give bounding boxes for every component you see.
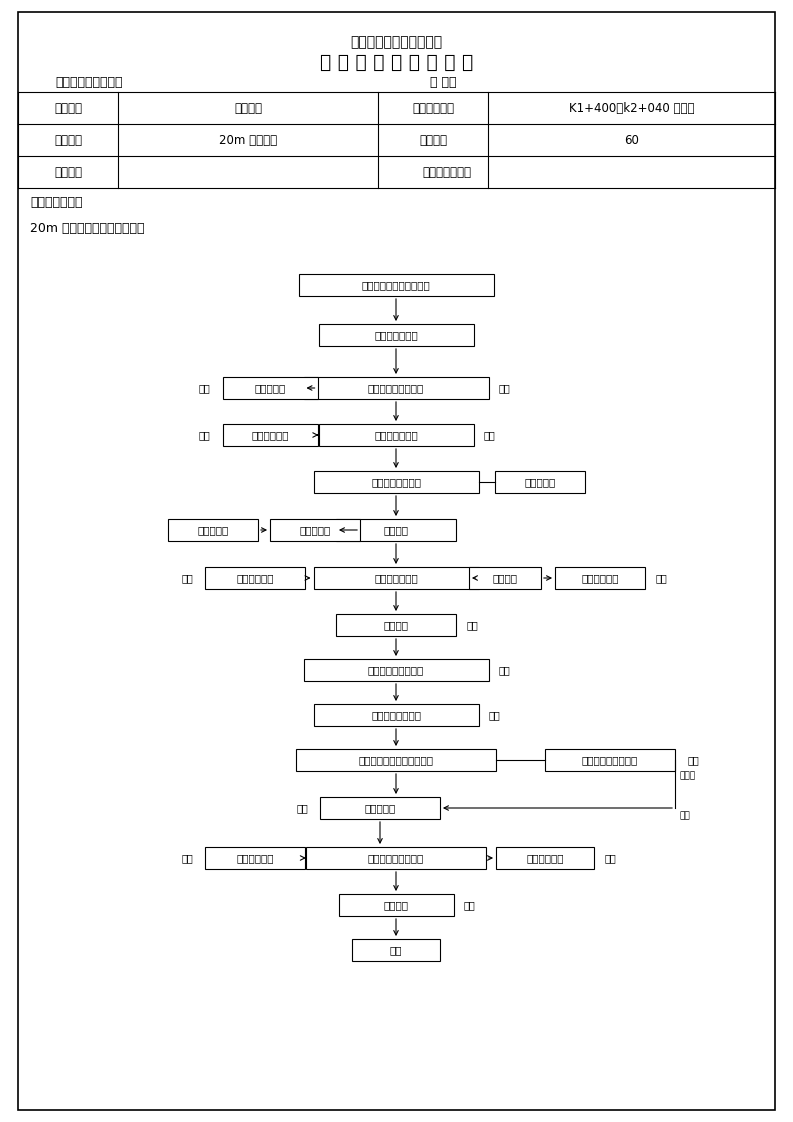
Text: 工程名称: 工程名称: [54, 101, 82, 114]
Text: 报检: 报检: [198, 383, 210, 393]
Text: 分项工程: 分项工程: [54, 134, 82, 147]
Bar: [306, 847, 486, 870]
Bar: [168, 519, 258, 541]
Bar: [223, 377, 317, 399]
Text: 编 号：: 编 号：: [430, 75, 457, 89]
Text: 支立内模: 支立内模: [384, 620, 408, 629]
Text: 数检: 数检: [604, 853, 616, 863]
Bar: [555, 567, 645, 589]
Text: 报检: 报检: [464, 900, 475, 910]
Text: 顶板面板砼的浇筑: 顶板面板砼的浇筑: [371, 710, 421, 720]
Text: 钢绞线的检验: 钢绞线的检验: [236, 853, 274, 863]
Bar: [469, 567, 541, 589]
Text: 管道压浆: 管道压浆: [384, 900, 408, 910]
Text: 拆模覆膜、砼的标准化养护: 拆模覆膜、砼的标准化养护: [358, 755, 434, 765]
Text: 移梁: 移梁: [389, 945, 402, 955]
Bar: [339, 894, 454, 916]
Text: 报检: 报检: [181, 853, 193, 863]
Bar: [313, 471, 478, 493]
Bar: [319, 424, 473, 447]
Text: 合格: 合格: [679, 811, 690, 820]
Bar: [298, 274, 493, 296]
Text: 封端板及锚具施工: 封端板及锚具施工: [371, 477, 421, 487]
Bar: [313, 567, 478, 589]
Text: 现场施工技术员: 现场施工技术员: [422, 166, 471, 178]
Bar: [270, 519, 360, 541]
Text: 箱梁台座的处理: 箱梁台座的处理: [374, 330, 418, 340]
Text: 浇筑底板混凝土: 浇筑底板混凝土: [374, 573, 418, 583]
Text: 钢筋的检验: 钢筋的检验: [255, 383, 285, 393]
Bar: [205, 847, 305, 870]
Text: K1+400～k2+040 预制场: K1+400～k2+040 预制场: [569, 101, 694, 114]
Text: 混凝土强度回弹处理: 混凝土强度回弹处理: [582, 755, 638, 765]
Text: 技术交底内容：: 技术交底内容：: [30, 195, 82, 209]
Bar: [320, 797, 440, 819]
Text: 在实验台比较: 在实验台比较: [581, 573, 619, 583]
Text: 不合格: 不合格: [679, 772, 695, 781]
Text: 七天后压弹: 七天后压弹: [364, 803, 396, 813]
Text: 60: 60: [624, 134, 639, 147]
Text: 交底对象: 交底对象: [54, 166, 82, 178]
Text: 报检: 报检: [499, 383, 511, 393]
Text: 报检: 报检: [296, 803, 308, 813]
Text: 报检: 报检: [466, 620, 478, 629]
Bar: [352, 939, 440, 962]
Text: 报检: 报检: [484, 430, 496, 440]
Text: 锚具的检验: 锚具的检验: [524, 477, 556, 487]
Text: 顶板翼板钢筋的绑扎: 顶板翼板钢筋的绑扎: [368, 665, 424, 675]
Text: 20m 箱梁预制: 20m 箱梁预制: [219, 134, 277, 147]
Text: 20m 箱梁预制的流程图如下：: 20m 箱梁预制的流程图如下：: [30, 221, 144, 234]
Bar: [223, 424, 317, 447]
Text: 桩号（地点）: 桩号（地点）: [412, 101, 454, 114]
Bar: [304, 659, 488, 681]
Text: 报检: 报检: [198, 430, 210, 440]
Bar: [336, 614, 456, 636]
Text: 模板的预拼: 模板的预拼: [300, 525, 331, 535]
Bar: [313, 703, 478, 726]
Text: 波纹管的检验: 波纹管的检验: [251, 430, 289, 440]
Text: 数检: 数检: [687, 755, 699, 765]
Bar: [545, 749, 675, 771]
Text: 砼的评价: 砼的评价: [492, 573, 518, 583]
Text: 预制梁标准化设计及建模: 预制梁标准化设计及建模: [362, 280, 431, 289]
Text: 报检: 报检: [181, 573, 193, 583]
Bar: [496, 847, 594, 870]
Text: 千斤顶的标定: 千斤顶的标定: [527, 853, 564, 863]
Bar: [495, 471, 585, 493]
Text: 支立外模: 支立外模: [384, 525, 408, 535]
Text: 项目名称：靖那１标: 项目名称：靖那１标: [55, 75, 122, 89]
Bar: [304, 377, 488, 399]
Text: 穿预应力钢绞及张拉: 穿预应力钢绞及张拉: [368, 853, 424, 863]
Text: 底板腹板钢筋的绑扎: 底板腹板钢筋的绑扎: [368, 383, 424, 393]
Text: 砂石料的检验: 砂石料的检验: [236, 573, 274, 583]
Text: 桥梁工程: 桥梁工程: [234, 101, 262, 114]
Text: 波纹管道的布置: 波纹管道的布置: [374, 430, 418, 440]
Text: 施 工 技 术 交 底 记 录 表: 施 工 技 术 交 底 记 录 表: [320, 53, 473, 72]
Bar: [336, 519, 456, 541]
Bar: [319, 324, 473, 346]
Text: 报检: 报检: [655, 573, 667, 583]
Text: 模板的加工: 模板的加工: [197, 525, 228, 535]
Text: 报检: 报检: [499, 665, 511, 675]
Text: 施工人数: 施工人数: [419, 134, 447, 147]
Bar: [205, 567, 305, 589]
Text: 报检: 报检: [488, 710, 500, 720]
Text: 广西公路桥梁工程总公司: 广西公路桥梁工程总公司: [351, 35, 442, 49]
Bar: [296, 749, 496, 771]
